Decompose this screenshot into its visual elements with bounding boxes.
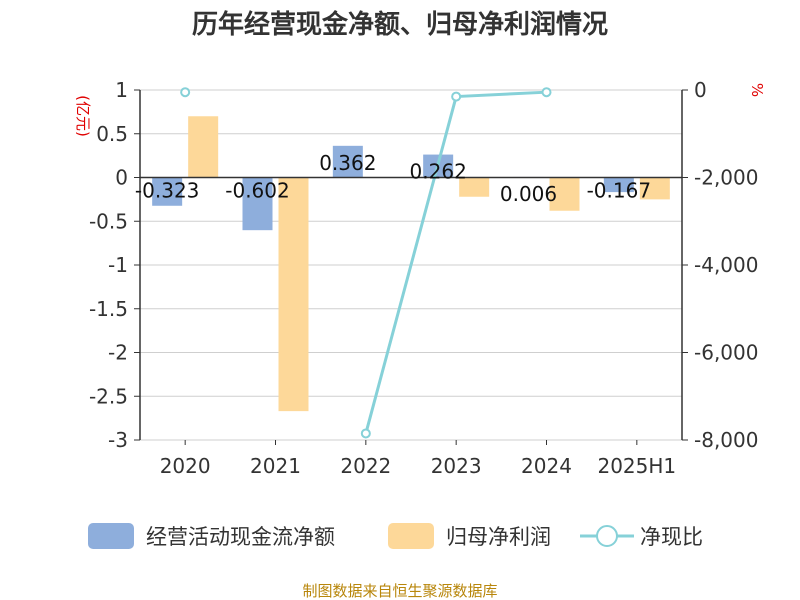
axes: 1 0.5 0 -0.5 -1 -1.5 -2 -2.5 -3 0 -2,000 -4,000 -6,0…	[89, 78, 759, 478]
left-tick-label: -3	[108, 428, 128, 452]
legend-swatch	[88, 523, 134, 549]
x-tick-label: 2021	[250, 454, 301, 478]
x-tick-label: 2023	[431, 454, 482, 478]
left-axis-unit: (亿元)	[74, 95, 92, 137]
legend-label: 归母净利润	[446, 525, 551, 549]
legend-label: 经营活动现金流净额	[146, 525, 335, 549]
chart-title: 历年经营现金净额、归母净利润情况	[192, 9, 608, 40]
left-tick-label: -0.5	[89, 209, 128, 233]
data-label: 0.006	[500, 182, 557, 206]
left-tick-label: -1.5	[89, 297, 128, 321]
right-tick-label: 0	[694, 78, 707, 102]
ratio-line	[180, 87, 552, 439]
left-tick-label: -1	[108, 253, 128, 277]
left-tick-label: 1	[115, 78, 128, 102]
left-tick-label: -2	[108, 341, 128, 365]
right-tick-label: -4,000	[694, 253, 758, 277]
x-tick-label: 2020	[160, 454, 211, 478]
legend: 经营活动现金流净额 归母净利润 净现比	[88, 523, 703, 549]
ratio-point	[451, 91, 462, 102]
bar-net-profit	[549, 177, 580, 211]
left-tick-label: 0	[115, 166, 128, 190]
bar-operating-cash-flow	[152, 177, 183, 206]
bar-operating-cash-flow	[242, 177, 273, 231]
legend-label: 净现比	[640, 525, 703, 549]
bar-operating-cash-flow	[603, 177, 634, 193]
data-labels: -0.323 -0.602 0.362 0.262 0.006 -0.167	[135, 151, 651, 206]
x-tick-label: 2022	[340, 454, 391, 478]
x-tick-label: 2025H1	[597, 454, 676, 478]
bar-operating-cash-flow	[332, 145, 363, 178]
data-label: -0.323	[135, 179, 199, 203]
bar-net-profit	[639, 177, 670, 200]
bars	[152, 116, 670, 412]
footer-source: 制图数据来自恒生聚源数据库	[302, 582, 497, 600]
legend-swatch-marker	[596, 525, 618, 547]
left-tick-label: -2.5	[89, 384, 128, 408]
ratio-point	[180, 87, 191, 98]
data-label: 0.362	[319, 151, 376, 175]
left-tick-label: 0.5	[96, 122, 128, 146]
data-label: -0.167	[587, 179, 651, 203]
bar-net-profit	[459, 177, 490, 197]
ratio-line-segment	[364, 96, 458, 434]
data-label: 0.262	[410, 160, 467, 184]
data-label: -0.602	[225, 179, 289, 203]
legend-swatch	[388, 523, 434, 549]
ratio-line-segment	[456, 90, 547, 99]
ratio-point	[360, 428, 371, 439]
bar-net-profit	[188, 116, 219, 178]
bar-net-profit	[278, 177, 309, 412]
right-tick-label: -8,000	[694, 428, 758, 452]
right-axis-unit: %	[748, 83, 766, 97]
right-tick-label: -6,000	[694, 341, 758, 365]
x-tick-label: 2024	[521, 454, 572, 478]
ratio-point	[541, 87, 552, 98]
right-tick-label: -2,000	[694, 166, 758, 190]
